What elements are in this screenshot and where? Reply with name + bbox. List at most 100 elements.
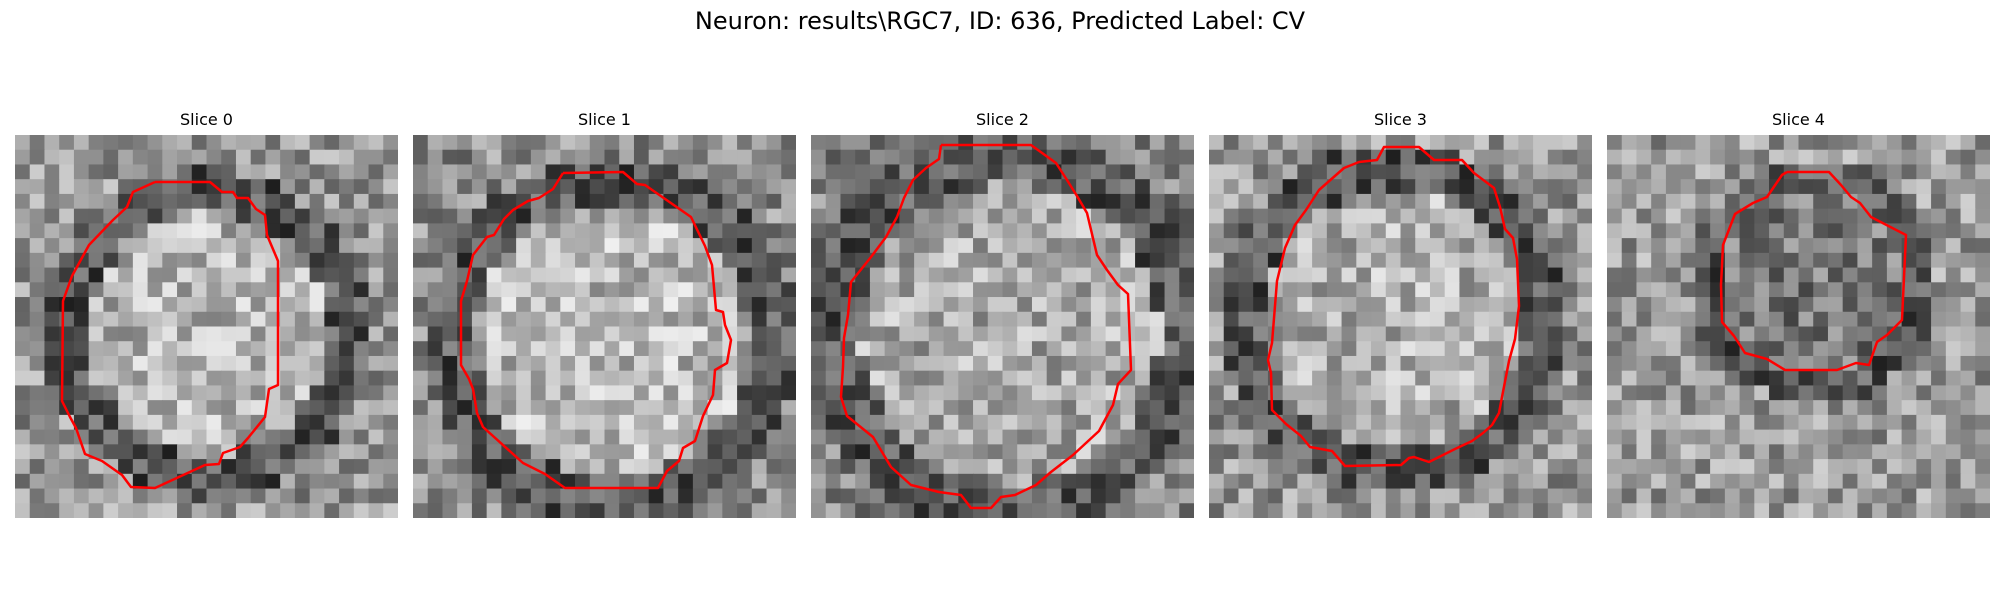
image-pixel — [589, 179, 606, 195]
image-pixel — [928, 355, 945, 372]
image-pixel — [1371, 164, 1387, 180]
image-pixel — [1769, 370, 1785, 387]
image-pixel — [589, 385, 606, 401]
image-pixel — [1253, 135, 1269, 151]
image-pixel — [1253, 444, 1269, 460]
image-pixel — [914, 252, 930, 269]
image-pixel — [265, 459, 281, 475]
image-pixel — [471, 267, 488, 283]
image-pixel — [1651, 400, 1667, 416]
image-pixel — [766, 385, 782, 401]
image-pixel — [103, 238, 119, 254]
image-pixel — [1209, 473, 1225, 490]
image-pixel — [869, 149, 886, 166]
image-pixel — [1326, 370, 1343, 387]
image-pixel — [1607, 503, 1623, 518]
image-pixel — [1769, 429, 1785, 445]
image-pixel — [147, 326, 163, 342]
image-pixel — [825, 473, 842, 490]
image-pixel — [943, 223, 959, 239]
image-pixel — [1459, 282, 1475, 298]
image-pixel — [1444, 459, 1461, 475]
image-pixel — [1636, 326, 1652, 342]
image-pixel — [1223, 193, 1240, 210]
image-pixel — [1385, 444, 1402, 460]
image-pixel — [1090, 193, 1107, 210]
image-pixel — [1960, 311, 1976, 328]
image-pixel — [899, 459, 915, 475]
image-pixel — [545, 252, 561, 269]
cell-contour — [60, 180, 280, 490]
image-pixel — [1916, 164, 1932, 180]
image-pixel — [928, 223, 945, 239]
image-pixel — [1341, 135, 1357, 151]
image-pixel — [781, 473, 796, 490]
image-pixel — [604, 385, 620, 401]
image-pixel — [1090, 355, 1107, 372]
image-pixel — [1901, 179, 1917, 195]
image-pixel — [737, 208, 753, 224]
image-pixel — [1474, 238, 1490, 254]
image-pixel — [1002, 297, 1018, 313]
image-pixel — [280, 473, 296, 490]
image-pixel — [692, 149, 709, 166]
image-pixel — [899, 297, 915, 313]
image-pixel — [280, 503, 296, 518]
image-pixel — [1621, 341, 1638, 357]
image-pixel — [1798, 341, 1814, 357]
image-pixel — [29, 208, 46, 224]
image-pixel — [1651, 208, 1667, 224]
image-pixel — [486, 459, 502, 475]
image-pixel — [73, 341, 90, 357]
image-pixel — [781, 370, 796, 387]
image-pixel — [781, 311, 796, 328]
image-pixel — [1120, 488, 1136, 504]
image-pixel — [1135, 135, 1151, 151]
image-pixel — [1326, 311, 1343, 328]
image-pixel — [413, 252, 429, 269]
image-pixel — [294, 311, 311, 328]
image-pixel — [1090, 282, 1107, 298]
image-pixel — [1488, 223, 1505, 239]
image-pixel — [1739, 164, 1755, 180]
image-pixel — [368, 238, 384, 254]
image-pixel — [737, 355, 753, 372]
image-pixel — [73, 223, 90, 239]
image-pixel — [1149, 135, 1166, 151]
image-pixel — [1813, 311, 1829, 328]
image-pixel — [44, 252, 60, 269]
image-pixel — [383, 385, 398, 401]
image-pixel — [575, 267, 591, 283]
image-pixel — [73, 385, 90, 401]
image-pixel — [442, 414, 458, 431]
image-pixel — [1267, 164, 1284, 180]
image-pixel — [294, 252, 311, 269]
image-pixel — [294, 193, 311, 210]
image-pixel — [1076, 503, 1092, 518]
image-pixel — [1179, 297, 1194, 313]
image-pixel — [1754, 252, 1770, 269]
image-pixel — [560, 473, 576, 490]
image-pixel — [339, 326, 355, 342]
image-pixel — [1607, 385, 1623, 401]
image-pixel — [1754, 341, 1770, 357]
image-pixel — [147, 429, 163, 445]
image-pixel — [1209, 429, 1225, 445]
image-pixel — [1533, 193, 1549, 210]
image-pixel — [1061, 252, 1077, 269]
image-pixel — [766, 164, 782, 180]
image-pixel — [1415, 488, 1431, 504]
image-pixel — [1857, 164, 1873, 180]
image-pixel — [1209, 193, 1225, 210]
image-pixel — [1607, 311, 1623, 328]
image-pixel — [118, 267, 134, 283]
image-pixel — [1120, 208, 1136, 224]
image-pixel — [692, 370, 709, 387]
image-pixel — [1665, 252, 1682, 269]
image-pixel — [1179, 223, 1194, 239]
image-pixel — [722, 503, 738, 518]
image-pixel — [1798, 238, 1814, 254]
image-pixel — [648, 135, 665, 151]
image-pixel — [442, 326, 458, 342]
image-pixel — [1607, 414, 1623, 431]
